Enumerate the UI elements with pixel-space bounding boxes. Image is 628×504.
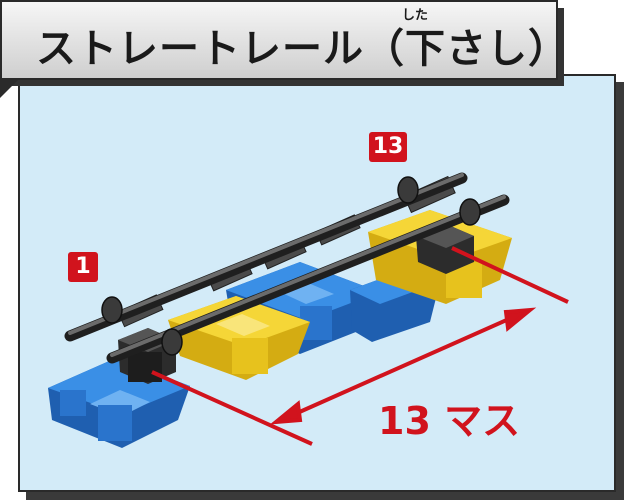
blue-block-front: [48, 358, 190, 448]
rail-clamp-back: [416, 224, 474, 274]
measure-label: 13 マス: [378, 399, 521, 443]
title-ruby: した: [402, 8, 429, 23]
rail-back: [64, 172, 468, 342]
badge-end: 13: [369, 132, 407, 162]
measure-lines: [151, 246, 569, 446]
rail-end-caps: [101, 176, 481, 356]
title-banner: した ストレートレール（下さし）: [0, 0, 568, 80]
badge-start: 1: [68, 252, 98, 282]
page-title: ストレートレール（下さし）: [36, 26, 569, 72]
title-notch: [0, 80, 18, 98]
